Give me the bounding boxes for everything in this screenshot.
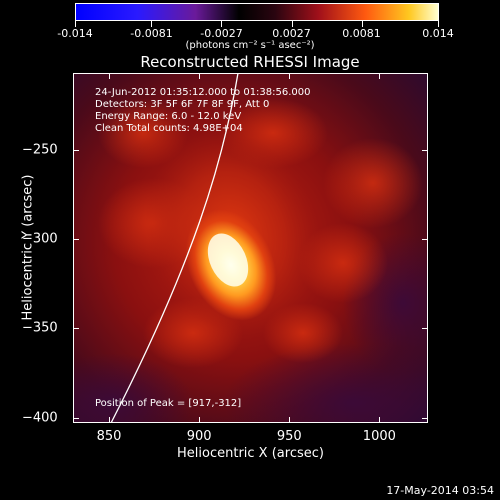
y-axis-tick xyxy=(73,239,79,241)
colorbar-tick-label: 0.0027 xyxy=(272,27,311,40)
y-axis-title: Heliocentric Y (arcsec) xyxy=(20,174,36,321)
timestamp: 17-May-2014 03:54 xyxy=(386,484,494,497)
y-axis-tick xyxy=(422,328,428,330)
detectors-label: Detectors: 3F 5F 6F 7F 8F 9F, Att 0 xyxy=(95,99,270,110)
colorbar-tick-label: -0.014 xyxy=(57,27,93,40)
x-axis-tick xyxy=(199,417,201,423)
x-axis-tick xyxy=(379,73,381,79)
colorbar-tick-label: 0.014 xyxy=(422,27,454,40)
plot-title: Reconstructed RHESSI Image xyxy=(140,53,360,71)
y-tick-label: −250 xyxy=(22,142,58,158)
emission-map xyxy=(73,73,428,423)
colorbar-units: (photons cm⁻² s⁻¹ asec⁻²) xyxy=(185,40,315,51)
y-axis-tick xyxy=(73,149,79,151)
colorbar-tick xyxy=(361,21,363,27)
x-tick-label: 1000 xyxy=(362,429,396,444)
colorbar-tick xyxy=(151,21,153,27)
time-range-label: 24-Jun-2012 01:35:12.000 to 01:38:56.000 xyxy=(95,87,311,98)
solar-limb-curve xyxy=(110,73,239,423)
colorbar-tick xyxy=(291,21,293,27)
rhessi-image xyxy=(73,73,428,423)
colorbar-tick-label: -0.0027 xyxy=(200,27,243,40)
x-tick-label: 950 xyxy=(276,429,302,444)
clean-counts-label: Clean Total counts: 4.98E+04 xyxy=(95,123,243,134)
colorbar-tick xyxy=(75,21,76,27)
peak-position-label: Position of Peak = [917,-312] xyxy=(95,398,242,409)
colorbar xyxy=(75,3,439,21)
x-axis-tick xyxy=(289,417,291,423)
x-axis-tick xyxy=(379,417,381,423)
colorbar-tick-label: 0.0081 xyxy=(342,27,381,40)
y-tick-label: −350 xyxy=(22,320,58,336)
x-axis-title: Heliocentric X (arcsec) xyxy=(177,446,324,461)
x-axis-tick xyxy=(289,73,291,79)
y-axis-tick xyxy=(422,239,428,241)
colorbar-tick xyxy=(221,21,223,27)
y-tick-label: −300 xyxy=(22,231,58,247)
energy-range-label: Energy Range: 6.0 - 12.0 keV xyxy=(95,111,242,122)
y-axis-tick xyxy=(73,328,79,330)
colorbar-gradient xyxy=(76,4,438,20)
x-tick-label: 900 xyxy=(186,429,212,444)
colorbar-tick-label: -0.0081 xyxy=(130,27,173,40)
y-axis-tick xyxy=(73,417,79,419)
y-axis-tick xyxy=(422,417,428,419)
x-axis-tick xyxy=(109,417,111,423)
x-axis-tick xyxy=(199,73,201,79)
y-axis-tick xyxy=(422,149,428,151)
x-tick-label: 850 xyxy=(96,429,122,444)
y-tick-label: −400 xyxy=(22,410,58,426)
x-axis-tick xyxy=(109,73,111,79)
colorbar-tick xyxy=(438,21,439,27)
